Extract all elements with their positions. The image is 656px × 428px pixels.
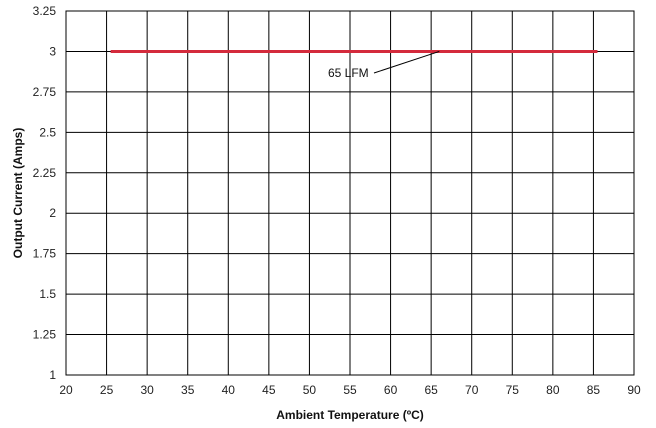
y-tick-label: 1.25 xyxy=(33,328,57,342)
y-tick-label: 2 xyxy=(49,206,56,220)
x-tick-label: 25 xyxy=(100,383,114,397)
x-tick-label: 55 xyxy=(343,383,357,397)
plot-frame xyxy=(65,10,635,376)
y-tick-label: 1.75 xyxy=(33,247,57,261)
y-tick-label: 3.25 xyxy=(33,4,57,18)
x-tick-labels: 20 25 30 35 40 45 50 55 60 65 70 75 80 85 90 xyxy=(59,383,641,397)
x-tick-label: 30 xyxy=(140,383,154,397)
x-tick-label: 65 xyxy=(424,383,438,397)
y-tick-label: 2.75 xyxy=(33,85,57,99)
x-tick-label: 75 xyxy=(506,383,520,397)
y-tick-label: 3 xyxy=(49,44,56,58)
x-tick-label: 60 xyxy=(384,383,398,397)
x-axis-title: Ambient Temperature (ºC) xyxy=(276,408,424,422)
y-tick-labels: 1 1.25 1.5 1.75 2 2.25 2.5 2.75 3 3.25 xyxy=(33,4,57,382)
y-tick-label: 1 xyxy=(49,368,56,382)
annotations: 65 LFM xyxy=(328,50,440,80)
x-tick-label: 35 xyxy=(181,383,195,397)
annotation-label: 65 LFM xyxy=(328,66,369,80)
x-tick-label: 40 xyxy=(222,383,236,397)
x-tick-label: 70 xyxy=(465,383,479,397)
y-tick-label: 2.25 xyxy=(33,166,57,180)
x-tick-label: 45 xyxy=(262,383,276,397)
x-tick-label: 20 xyxy=(59,383,73,397)
x-tick-label: 90 xyxy=(627,383,641,397)
y-tick-label: 1.5 xyxy=(39,287,56,301)
x-tick-label: 80 xyxy=(546,383,560,397)
x-tick-label: 85 xyxy=(587,383,601,397)
y-tick-label: 2.5 xyxy=(39,125,56,139)
y-axis-title: Output Current (Amps) xyxy=(11,128,25,259)
x-tick-label: 50 xyxy=(303,383,317,397)
annotation-leader-line xyxy=(373,50,440,74)
